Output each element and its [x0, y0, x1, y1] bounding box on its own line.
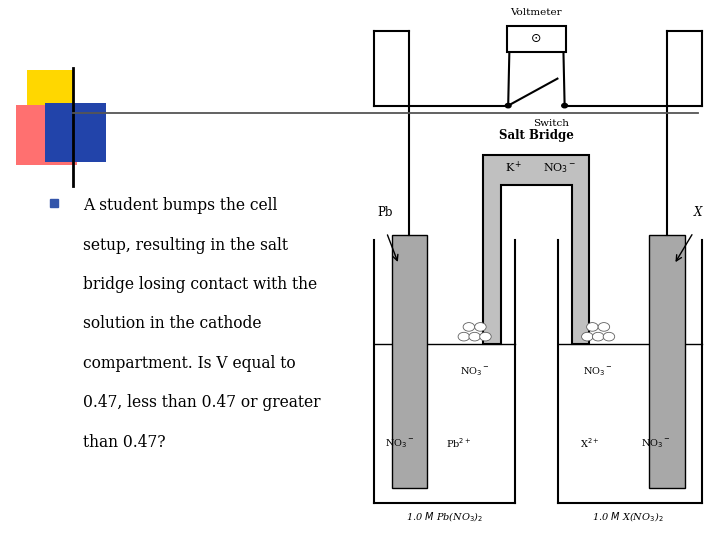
Polygon shape [649, 235, 685, 488]
Circle shape [474, 322, 486, 331]
Text: ⊙: ⊙ [531, 32, 541, 45]
Polygon shape [392, 235, 427, 488]
Text: A student bumps the cell: A student bumps the cell [83, 197, 277, 214]
Text: than 0.47?: than 0.47? [83, 434, 166, 450]
Text: solution in the cathode: solution in the cathode [83, 315, 261, 332]
Text: setup, resulting in the salt: setup, resulting in the salt [83, 237, 288, 253]
Circle shape [582, 332, 593, 341]
Circle shape [458, 332, 469, 341]
Circle shape [505, 104, 511, 108]
Text: X$^{2+}$: X$^{2+}$ [580, 436, 599, 450]
Text: NO$_3$$^-$: NO$_3$$^-$ [384, 437, 415, 450]
Text: Pb$^{2+}$: Pb$^{2+}$ [446, 436, 472, 450]
Text: NO$_3$$^-$: NO$_3$$^-$ [543, 161, 576, 174]
Text: bridge losing contact with the: bridge losing contact with the [83, 276, 317, 293]
Text: NO$_3$$^-$: NO$_3$$^-$ [460, 365, 490, 378]
Polygon shape [484, 156, 590, 344]
Circle shape [562, 104, 567, 108]
Text: NO$_3$$^-$: NO$_3$$^-$ [583, 365, 613, 378]
Text: 1.0 $M$ Pb(NO$_3$)$_2$: 1.0 $M$ Pb(NO$_3$)$_2$ [406, 510, 483, 524]
Circle shape [463, 322, 474, 331]
Circle shape [587, 322, 598, 331]
Text: K$^+$: K$^+$ [505, 160, 522, 176]
FancyBboxPatch shape [507, 25, 566, 51]
Circle shape [603, 332, 615, 341]
Circle shape [480, 332, 491, 341]
Circle shape [593, 332, 604, 341]
Text: 1.0 $M$ X(NO$_3$)$_2$: 1.0 $M$ X(NO$_3$)$_2$ [593, 510, 664, 524]
Text: Voltmeter: Voltmeter [510, 9, 562, 17]
Text: Pb: Pb [377, 206, 393, 219]
FancyBboxPatch shape [16, 105, 77, 165]
Text: X: X [694, 206, 702, 219]
Text: 0.47, less than 0.47 or greater: 0.47, less than 0.47 or greater [83, 394, 320, 411]
Circle shape [598, 322, 610, 331]
Text: NO$_3$$^-$: NO$_3$$^-$ [641, 437, 670, 450]
Text: Switch: Switch [533, 119, 569, 128]
Text: Salt Bridge: Salt Bridge [499, 129, 574, 142]
FancyBboxPatch shape [45, 103, 106, 162]
Circle shape [469, 332, 480, 341]
FancyBboxPatch shape [27, 70, 74, 140]
Text: compartment. Is V equal to: compartment. Is V equal to [83, 355, 295, 372]
